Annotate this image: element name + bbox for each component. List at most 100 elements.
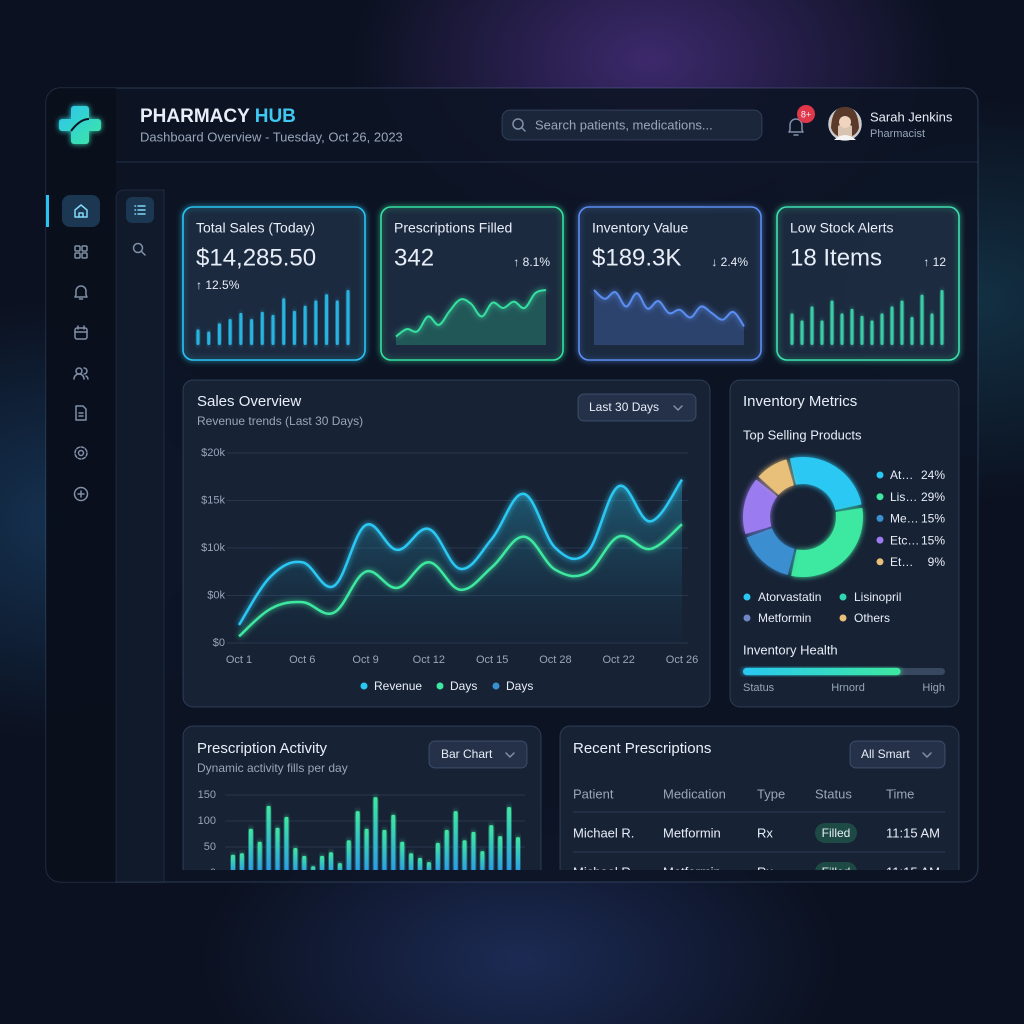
bar [293,848,298,870]
brand-main: PHARMACY [140,106,250,127]
legend-swatch [839,614,847,622]
nav-home[interactable] [74,204,88,218]
x-tick-label: Oct 22 [603,654,635,666]
y-tick-label: 150 [198,789,216,801]
sales-range-label: Last 30 Days [589,400,659,414]
legend-swatch [360,682,368,690]
nav-documents[interactable] [75,405,87,421]
status-pill [815,862,857,870]
legend-label: Revenue [374,679,422,693]
bar [507,806,512,870]
legend-swatch [876,493,884,501]
nav-calendar[interactable] [74,325,88,340]
legend-label: Days [450,679,477,693]
y-tick-label: 0 [210,867,216,879]
donut-slice [789,457,862,511]
chart-type-dropdown[interactable] [428,740,528,769]
kpi-card [578,206,762,361]
donut-slice [746,528,795,576]
nav-settings[interactable] [74,446,88,460]
nav-users[interactable] [73,367,89,380]
bar [239,853,244,870]
kpi-value: 18 Items [790,244,882,271]
kpi-value: $14,285.50 [196,244,316,271]
spark-bar [790,313,794,345]
sub-nav-search[interactable] [132,242,146,256]
bar [516,837,520,870]
x-tick-label: Oct 28 [539,654,571,666]
y-tick-label: $0 [213,637,225,649]
spark-area [594,290,744,345]
kpi-delta: ↑ 12 [923,255,946,269]
health-bar [743,668,901,675]
legend-swatch [876,536,884,544]
sales-range-dropdown[interactable] [577,393,697,422]
bar [480,851,485,870]
spark-bar [920,294,924,345]
legend-label: At… [890,468,913,482]
column-header: Time [886,786,914,801]
bar [498,836,503,870]
nav-alerts[interactable] [74,285,88,300]
value-label: 24% [921,468,945,482]
spark-bar [900,300,904,345]
spark-bar [880,313,884,345]
line [237,478,684,626]
brand: PHARMACY HUB [140,106,296,127]
sales-subtitle: Revenue trends (Last 30 Days) [197,414,363,428]
bar [328,852,333,870]
kpi-value: $189.3K [592,244,681,271]
prescriptions-title: Recent Prescriptions [573,740,711,757]
sub-sidebar [115,189,165,883]
avatar[interactable] [828,106,862,141]
x-tick-label: Oct 6 [289,654,315,666]
table-cell: Rx [757,864,773,879]
bar [346,840,351,870]
bar [444,829,449,870]
legend-swatch [839,593,847,601]
spark-bar [910,316,914,345]
kpi-delta: ↑ 12.5% [196,278,240,292]
nav-add[interactable] [73,486,89,502]
search-icon [512,118,526,132]
x-tick-label: Oct 1 [226,654,252,666]
bar [489,825,494,870]
filter-dropdown[interactable] [849,740,946,769]
kpi-label: Low Stock Alerts [790,220,894,236]
status-text: Filled [822,826,851,840]
nav-apps[interactable] [74,245,88,259]
spark-bar [217,323,221,345]
health-title: Inventory Health [743,642,838,657]
spark-bar [346,290,350,345]
active-indicator [46,195,49,227]
bar [435,842,440,870]
y-tick-label: 50 [204,841,216,853]
spark-bar [930,313,934,345]
logo [59,106,101,144]
spark-bar [239,312,243,345]
legend-swatch [743,593,751,601]
table-cell: Metformin [663,864,721,879]
legend-swatch [743,614,751,622]
spark-bar [207,331,211,345]
legend-label: Atorvastatin [758,590,821,604]
spark-bar [335,300,339,345]
kpi-delta: ↑ 8.1% [513,255,550,269]
bar [284,816,289,870]
search-box[interactable] [501,109,763,141]
legend-label: Etc… [890,533,919,547]
kpi-value: 342 [394,244,434,271]
spark-bar [228,319,232,345]
sub-nav-list[interactable] [134,205,146,215]
notification-bell[interactable] [788,118,804,136]
spark-line [395,289,547,338]
legend-swatch [436,682,444,690]
bar [320,855,325,870]
bar [302,855,307,870]
bar [409,853,414,870]
spark-bar [325,294,329,345]
table-cell: Michael R. [573,864,634,879]
bar [382,829,387,870]
kpi-card [380,206,564,361]
